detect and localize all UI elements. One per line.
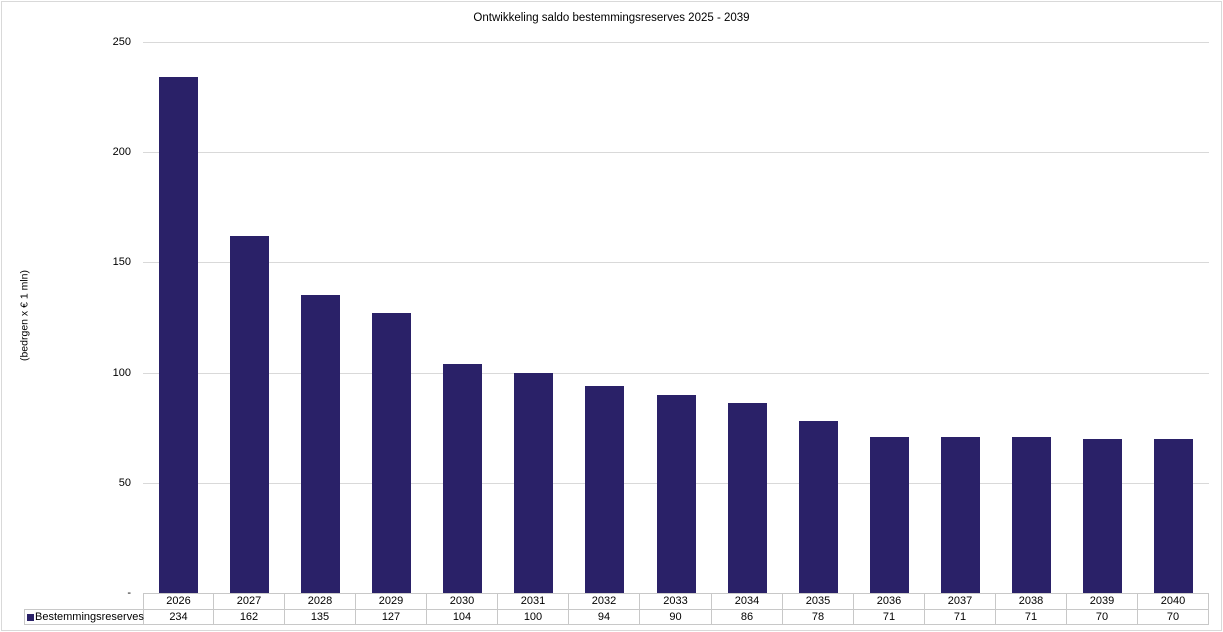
year-cell: 2028 [285, 593, 356, 609]
grid-line [143, 262, 1209, 263]
bar [1012, 437, 1051, 593]
bar [301, 295, 340, 593]
grid-line [143, 152, 1209, 153]
year-cell: 2032 [569, 593, 640, 609]
bar [1083, 439, 1122, 593]
value-cell: 70 [1138, 609, 1209, 625]
bar [230, 236, 269, 593]
year-cell: 2040 [1138, 593, 1209, 609]
value-cell: 86 [712, 609, 783, 625]
bar [372, 313, 411, 593]
bar [514, 373, 553, 593]
year-cell: 2029 [356, 593, 427, 609]
bar [443, 364, 482, 593]
bar [585, 386, 624, 593]
y-tick-label: 50 [118, 477, 131, 489]
grid-line [143, 373, 1209, 374]
value-cell: 78 [783, 609, 854, 625]
value-cell: 71 [925, 609, 996, 625]
value-cell: 71 [854, 609, 925, 625]
year-cell: 2033 [640, 593, 712, 609]
value-cell: 100 [498, 609, 569, 625]
value-cell: 162 [214, 609, 285, 625]
y-tick-label: 100 [112, 367, 131, 379]
bar [657, 395, 696, 593]
year-cell: 2027 [214, 593, 285, 609]
value-cell: 70 [1067, 609, 1138, 625]
bar [1154, 439, 1193, 593]
year-cell: 2026 [143, 593, 214, 609]
year-cell: 2035 [783, 593, 854, 609]
legend-color-swatch-icon [27, 613, 34, 621]
value-cell: 71 [996, 609, 1067, 625]
year-cell: 2036 [854, 593, 925, 609]
grid-line [143, 42, 1209, 43]
bar [799, 421, 838, 593]
value-cell: 135 [285, 609, 356, 625]
year-cell: 2030 [427, 593, 498, 609]
year-cell: 2037 [925, 593, 996, 609]
year-cell: 2038 [996, 593, 1067, 609]
y-tick-label: 150 [112, 256, 131, 268]
value-cell: 90 [640, 609, 712, 625]
year-cell: 2031 [498, 593, 569, 609]
bar [159, 77, 198, 593]
bar [728, 403, 767, 593]
chart-title: Ontwikkeling saldo bestemmingsreserves 2… [473, 12, 750, 24]
y-axis-title: (bedrgen x € 1 mln) [18, 269, 31, 362]
bar [870, 437, 909, 593]
y-tick-label: 200 [112, 146, 131, 158]
value-cell: 94 [569, 609, 640, 625]
value-cell: 127 [356, 609, 427, 625]
legend-label: Bestemmingsreserves [35, 610, 144, 623]
value-cell: 234 [143, 609, 214, 625]
bar [941, 437, 980, 593]
year-cell: 2039 [1067, 593, 1138, 609]
year-cell: 2034 [712, 593, 783, 609]
legend-cell: Bestemmingsreserves [24, 609, 144, 625]
y-tick-label: - [127, 587, 131, 599]
y-tick-label: 250 [112, 36, 131, 48]
value-cell: 104 [427, 609, 498, 625]
